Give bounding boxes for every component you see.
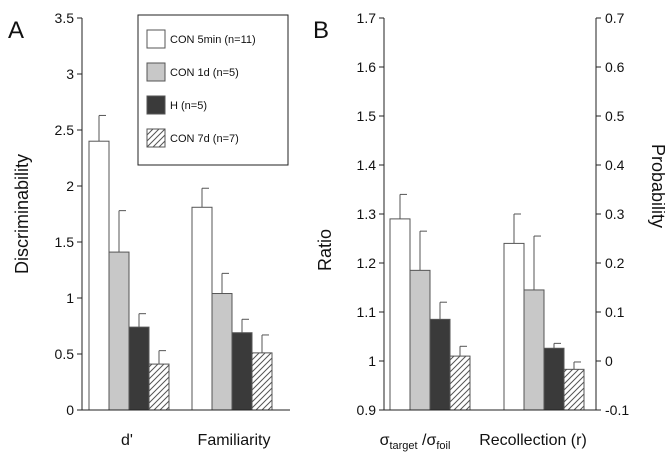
- y-tick-label: 1.5: [357, 108, 377, 124]
- y-tick-label: 2.5: [55, 122, 75, 138]
- y-tick-label: 1.5: [55, 234, 75, 250]
- y-tick-label: 1.1: [357, 304, 377, 320]
- y2-tick-label: 0.2: [605, 255, 625, 271]
- panel-b-y-axis-label: Ratio: [315, 229, 335, 271]
- y-tick-label: 1.3: [357, 206, 377, 222]
- panel-b-chart: B 0.9 1 1.1 1.2 1.3 1.4 1.5 1.6 1.7 -0.1 0 0.1 0.2 0.…: [313, 10, 665, 452]
- bar: [211, 293, 233, 411]
- bar: [503, 242, 525, 411]
- legend-swatch: [146, 29, 166, 49]
- y-tick-label: 1.4: [357, 157, 377, 173]
- y2-tick-label: 0: [605, 353, 613, 369]
- y-tick-label: 1.6: [357, 59, 377, 75]
- category-label: Recollection (r): [479, 432, 587, 449]
- category-label: d': [121, 432, 133, 449]
- y-tick-label: 1: [66, 290, 74, 306]
- y2-tick-label: -0.1: [605, 402, 629, 418]
- y2-tick-label: 0.1: [605, 304, 625, 320]
- legend-swatch: [146, 62, 166, 82]
- category-label: Familiarity: [198, 432, 271, 449]
- bar: [251, 352, 273, 411]
- y2-tick-label: 0.4: [605, 157, 625, 173]
- panel-b-y2-axis-label: Probability: [648, 144, 665, 228]
- y-tick-label: 2: [66, 178, 74, 194]
- legend: CON 5min (n=11) CON 1d (n=5) H (n=5) CON 7d…: [137, 14, 289, 166]
- legend-entry: CON 5min (n=11): [170, 34, 256, 46]
- y-tick-label: 3.5: [55, 10, 75, 26]
- y-tick-label: 1: [368, 353, 376, 369]
- bar: [231, 332, 253, 411]
- bar: [108, 251, 130, 411]
- y-tick-label: 3: [66, 66, 74, 82]
- legend-entry: H (n=5): [170, 100, 207, 112]
- y2-tick-label: 0.5: [605, 108, 625, 124]
- bar: [389, 218, 411, 411]
- panel-a-y-axis-label: Discriminability: [12, 154, 32, 274]
- panel-a-label: A: [8, 17, 24, 44]
- bar: [543, 347, 565, 411]
- y-tick-label: 0.9: [357, 402, 377, 418]
- legend-entry: CON 1d (n=5): [170, 67, 239, 79]
- bar: [128, 326, 150, 411]
- legend-swatch: [146, 128, 166, 148]
- bar: [563, 368, 585, 411]
- bar: [449, 355, 471, 411]
- y2-tick-label: 0.6: [605, 59, 625, 75]
- y-tick-label: 1.2: [357, 255, 377, 271]
- bar: [409, 269, 431, 411]
- bar: [148, 363, 170, 411]
- legend-entry: CON 7d (n=7): [170, 133, 239, 145]
- y-tick-label: 1.7: [357, 10, 377, 26]
- y2-tick-label: 0.7: [605, 10, 625, 26]
- y2-tick-label: 0.3: [605, 206, 625, 222]
- legend-swatch: [146, 95, 166, 115]
- bar: [191, 206, 213, 411]
- y-tick-label: 0.5: [55, 346, 75, 362]
- bar: [88, 140, 110, 411]
- category-label: σtarget /σfoil: [380, 432, 451, 452]
- bar: [429, 318, 451, 411]
- panel-a-chart: A 0 0.5 1 1.5 2 2.5 3 3.5 d' Familiarity Discrim…: [8, 10, 290, 449]
- bar: [523, 289, 545, 411]
- y-tick-label: 0: [66, 402, 74, 418]
- panel-b-label: B: [313, 17, 329, 44]
